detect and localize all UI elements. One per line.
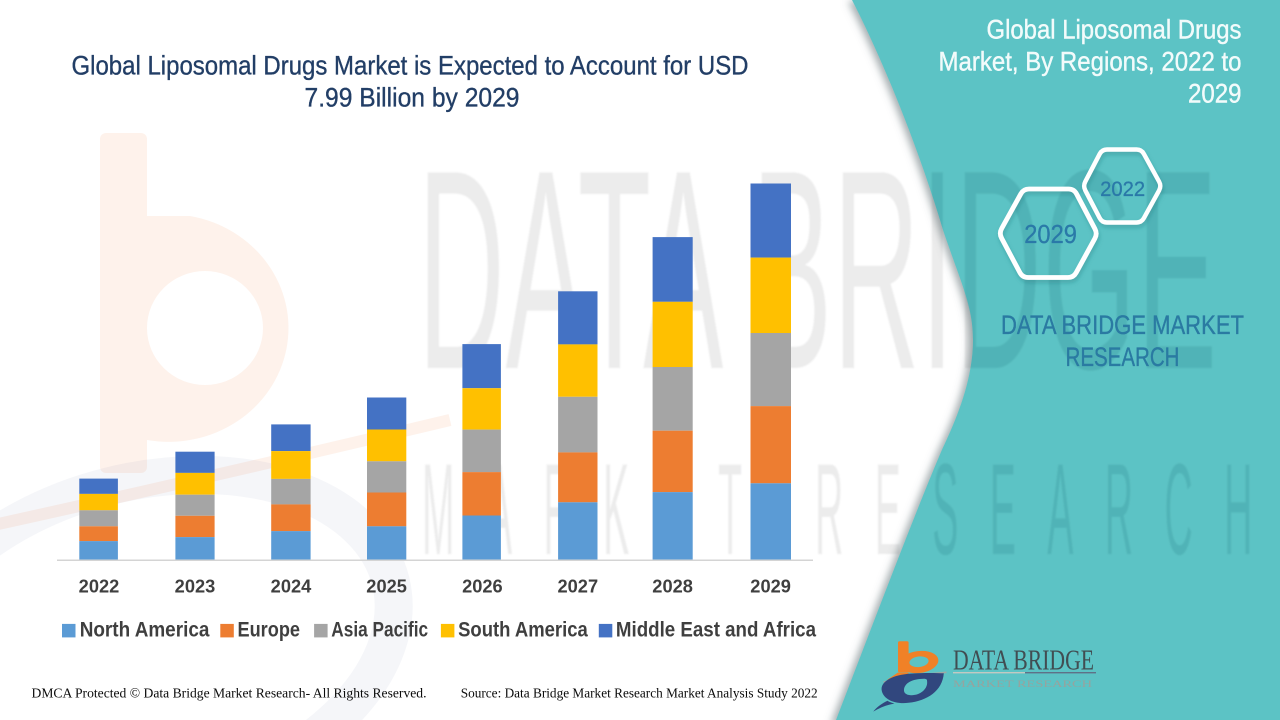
svg-text:MARKET RESEARCH: MARKET RESEARCH bbox=[953, 680, 1092, 690]
svg-text:2023: 2023 bbox=[175, 576, 216, 596]
svg-text:2029: 2029 bbox=[1024, 219, 1077, 249]
svg-text:2024: 2024 bbox=[271, 576, 312, 596]
svg-text:2022: 2022 bbox=[1100, 178, 1145, 201]
svg-text:2028: 2028 bbox=[652, 576, 693, 596]
svg-text:DATA BRIDGE: DATA BRIDGE bbox=[953, 645, 1094, 677]
svg-text:DATA BRIDGE MARKET: DATA BRIDGE MARKET bbox=[1001, 310, 1244, 340]
svg-text:RESEARCH: RESEARCH bbox=[1066, 342, 1180, 372]
svg-text:South America: South America bbox=[458, 618, 588, 641]
svg-text:2022: 2022 bbox=[79, 576, 120, 596]
svg-text:Europe: Europe bbox=[238, 618, 301, 641]
svg-text:Global Liposomal Drugs: Global Liposomal Drugs bbox=[987, 15, 1242, 45]
svg-text:Asia Pacific: Asia Pacific bbox=[331, 618, 428, 641]
svg-text:DMCA Protected © Data Bridge M: DMCA Protected © Data Bridge Market Rese… bbox=[32, 687, 427, 702]
svg-text:Market, By Regions, 2022 to: Market, By Regions, 2022 to bbox=[939, 47, 1242, 77]
svg-text:Global Liposomal Drugs Market: Global Liposomal Drugs Market is Expecte… bbox=[72, 51, 749, 81]
svg-text:2029: 2029 bbox=[750, 576, 791, 596]
svg-text:North America: North America bbox=[80, 618, 210, 641]
svg-text:Middle East and Africa: Middle East and Africa bbox=[616, 618, 816, 641]
svg-text:Source: Data Bridge Market Res: Source: Data Bridge Market Research Mark… bbox=[461, 687, 818, 702]
svg-text:7.99 Billion by 2029: 7.99 Billion by 2029 bbox=[305, 83, 520, 113]
svg-text:2025: 2025 bbox=[366, 576, 407, 596]
svg-text:2027: 2027 bbox=[558, 576, 599, 596]
svg-text:2029: 2029 bbox=[1188, 79, 1242, 109]
svg-text:2026: 2026 bbox=[462, 576, 503, 596]
